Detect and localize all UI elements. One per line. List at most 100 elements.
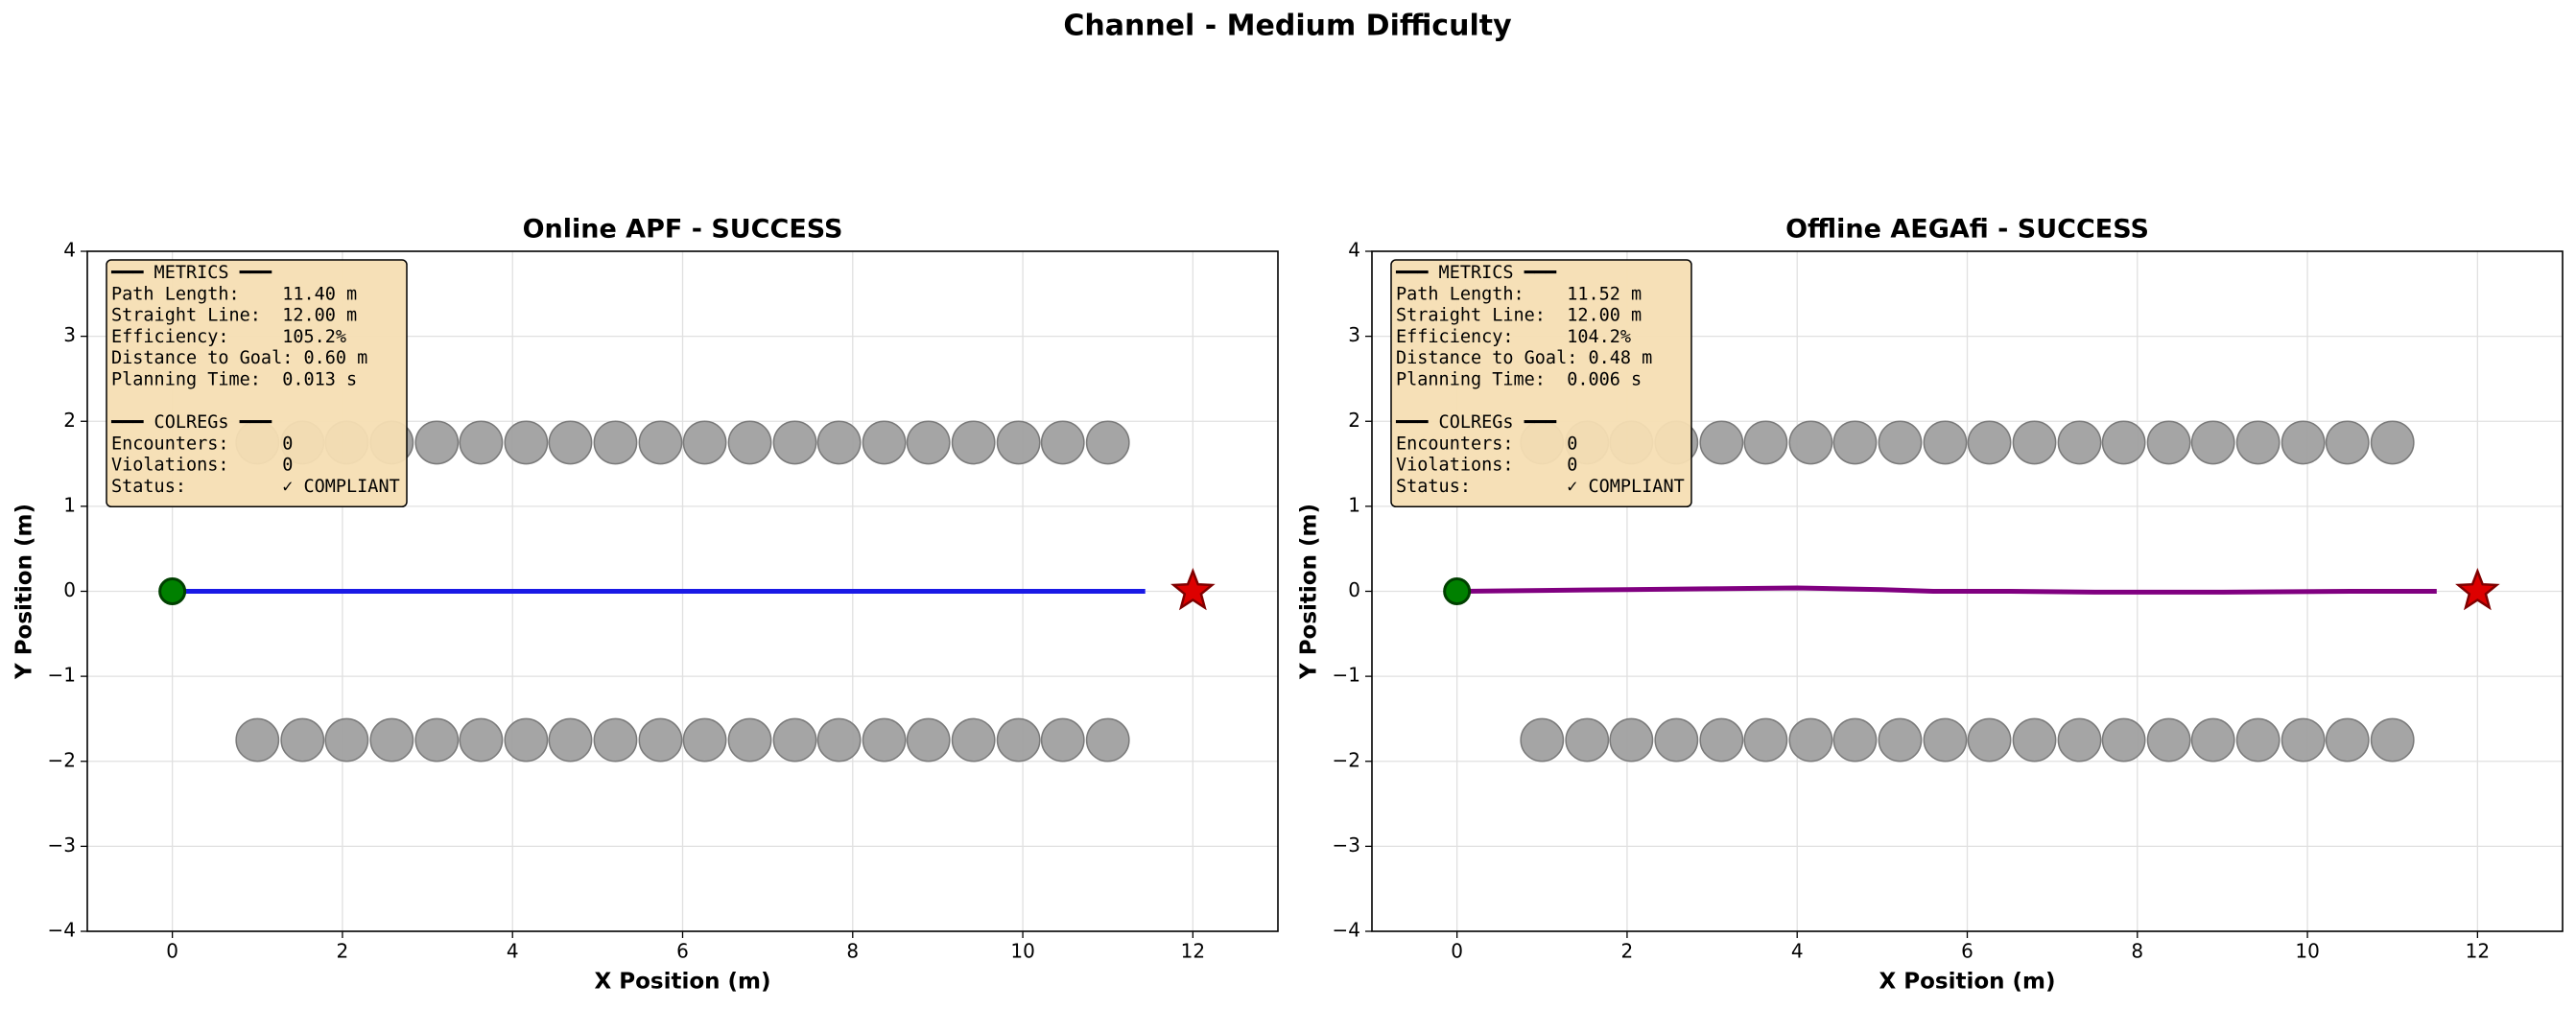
obstacle <box>593 717 638 763</box>
obstacle <box>951 420 996 465</box>
obstacle <box>1832 717 1878 763</box>
obstacle <box>414 717 460 763</box>
obstacle <box>816 717 862 763</box>
obstacle <box>1085 717 1130 763</box>
obstacle <box>548 717 593 763</box>
y-tick-label: −1 <box>48 664 76 687</box>
y-tick-label: −2 <box>48 748 76 771</box>
y-tick-label: −3 <box>1333 833 1360 856</box>
obstacle <box>459 420 504 465</box>
goal-point <box>1170 568 1216 611</box>
x-tick-label: 0 <box>166 940 178 963</box>
obstacle <box>1040 717 1085 763</box>
x-tick-label: 12 <box>2466 940 2490 963</box>
x-tick-label: 6 <box>1961 940 1973 963</box>
y-tick-label: 3 <box>63 323 76 346</box>
obstacle <box>816 420 862 465</box>
metrics-line: Efficiency: 104.2% <box>1396 327 1631 347</box>
obstacle <box>1832 420 1878 465</box>
y-tick-label: 2 <box>1348 409 1360 432</box>
obstacle <box>2057 717 2102 763</box>
metrics-line: Encounters: 0 <box>1396 434 1577 454</box>
obstacle <box>1699 717 1744 763</box>
axes-frame <box>86 250 1279 932</box>
chart-title: Online APF - SUCCESS <box>523 215 843 245</box>
obstacle <box>2370 420 2415 465</box>
metrics-line: Violations: 0 <box>1396 456 1577 476</box>
y-tick-label: 0 <box>1348 578 1360 601</box>
x-axis-label: X Position (m) <box>594 970 770 995</box>
metrics-line: Path Length: 11.40 m <box>111 284 357 304</box>
goal-point <box>2455 568 2500 611</box>
obstacle <box>682 717 727 763</box>
obstacle <box>772 420 817 465</box>
y-axis-label: Y Position (m) <box>1297 504 1322 680</box>
metrics-line: ━━━ COLREGs ━━━ <box>1395 412 1557 433</box>
x-tick-label: 8 <box>846 940 859 963</box>
obstacle <box>1699 420 1744 465</box>
metrics-line: ━━━ COLREGs ━━━ <box>110 412 272 433</box>
metrics-line: Status: ✓ COMPLIANT <box>111 477 400 497</box>
obstacle <box>727 420 772 465</box>
metrics-box <box>1390 259 1692 508</box>
obstacle <box>235 717 280 763</box>
x-tick-label: 2 <box>337 940 349 963</box>
obstacle <box>2057 420 2102 465</box>
start-point <box>1443 577 1472 605</box>
obstacle <box>548 420 593 465</box>
x-tick-label: 10 <box>1010 940 1034 963</box>
obstacle <box>2012 717 2057 763</box>
obstacle <box>638 717 683 763</box>
obstacle <box>2012 420 2057 465</box>
obstacle <box>727 717 772 763</box>
obstacle <box>682 420 727 465</box>
x-tick-label: 4 <box>507 940 519 963</box>
obstacle <box>1788 717 1833 763</box>
obstacle <box>638 420 683 465</box>
obstacle <box>772 717 817 763</box>
y-tick-label: −4 <box>48 919 76 942</box>
obstacle <box>1923 717 1968 763</box>
obstacle <box>862 717 907 763</box>
obstacle <box>414 420 460 465</box>
obstacle <box>2281 717 2326 763</box>
metrics-line: Planning Time: 0.006 s <box>1396 370 1642 390</box>
metrics-line: Planning Time: 0.013 s <box>111 370 357 390</box>
obstacle <box>1743 717 1788 763</box>
obstacle <box>1565 717 1610 763</box>
obstacle <box>2190 717 2235 763</box>
chart-title: Offline AEGAfi - SUCCESS <box>1785 215 2149 245</box>
obstacle <box>1878 420 1923 465</box>
obstacle <box>1878 717 1923 763</box>
obstacle <box>1967 717 2012 763</box>
x-tick-label: 12 <box>1181 940 1205 963</box>
obstacle <box>2281 420 2326 465</box>
y-tick-label: 3 <box>1348 323 1360 346</box>
obstacle <box>906 420 951 465</box>
obstacle <box>593 420 638 465</box>
metrics-line: Status: ✓ COMPLIANT <box>1396 477 1685 497</box>
metrics-line: Distance to Goal: 0.60 m <box>111 348 367 368</box>
metrics-line: Path Length: 11.52 m <box>1396 284 1642 304</box>
obstacle <box>951 717 996 763</box>
obstacle <box>996 420 1041 465</box>
obstacle <box>280 717 325 763</box>
obstacle <box>1923 420 1968 465</box>
obstacle <box>2370 717 2415 763</box>
metrics-line: Distance to Goal: 0.48 m <box>1396 348 1652 368</box>
y-tick-label: 0 <box>63 578 76 601</box>
obstacle <box>1788 420 1833 465</box>
x-tick-label: 4 <box>1791 940 1804 963</box>
obstacle <box>504 717 549 763</box>
obstacle <box>2101 420 2146 465</box>
obstacle <box>2235 420 2281 465</box>
obstacle <box>459 717 504 763</box>
obstacle <box>369 717 414 763</box>
axes-frame <box>1371 250 2564 932</box>
obstacle <box>1040 420 1085 465</box>
metrics-line: Straight Line: 12.00 m <box>1396 306 1642 326</box>
obstacle <box>2325 717 2370 763</box>
metrics-line: Violations: 0 <box>111 456 293 476</box>
x-tick-label: 0 <box>1451 940 1463 963</box>
